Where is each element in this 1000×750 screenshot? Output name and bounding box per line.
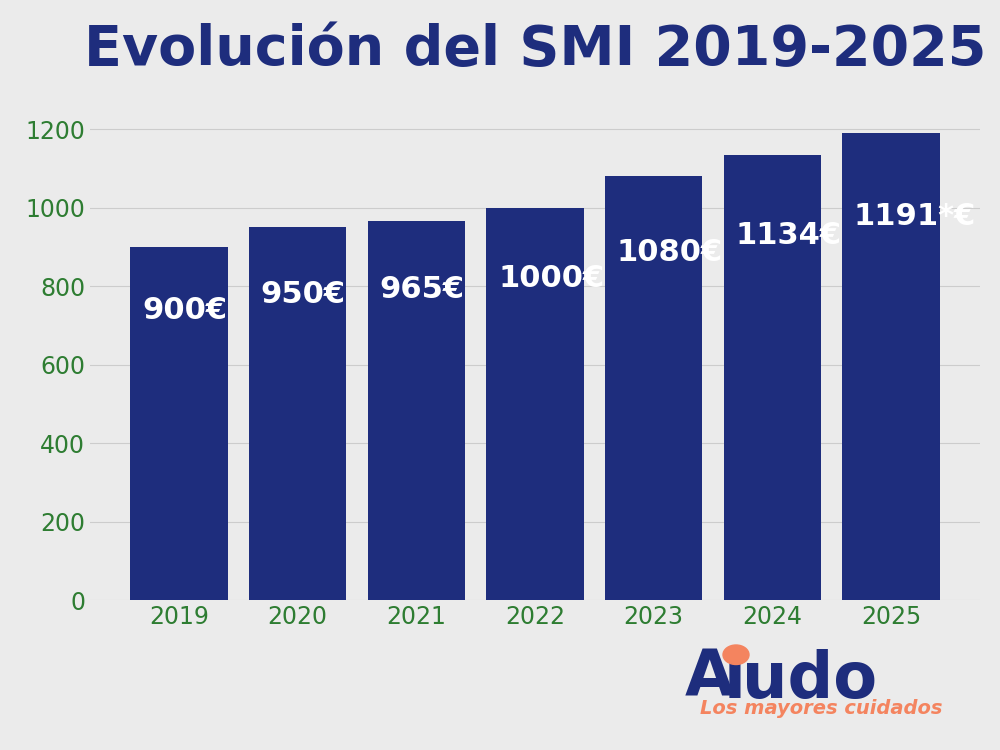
Text: Los mayores cuidados: Los mayores cuidados [700, 699, 942, 718]
Text: 1080€: 1080€ [617, 238, 723, 267]
Bar [605, 176, 702, 600]
Text: 900€: 900€ [142, 296, 227, 325]
Title: Evolución del SMI 2019-2025: Evolución del SMI 2019-2025 [84, 23, 986, 77]
Text: A: A [685, 648, 734, 710]
Text: 965€: 965€ [379, 275, 464, 304]
Bar [249, 227, 346, 600]
Text: udo: udo [742, 650, 877, 711]
Bar [368, 221, 465, 600]
Bar [486, 208, 584, 600]
Text: 1134€: 1134€ [735, 220, 841, 250]
Bar [842, 133, 940, 600]
Text: 950€: 950€ [261, 280, 346, 309]
Text: 1191*€: 1191*€ [854, 202, 976, 231]
Text: i: i [724, 650, 746, 711]
Bar [724, 155, 821, 600]
Text: 1000€: 1000€ [498, 264, 604, 292]
Bar [130, 247, 228, 600]
